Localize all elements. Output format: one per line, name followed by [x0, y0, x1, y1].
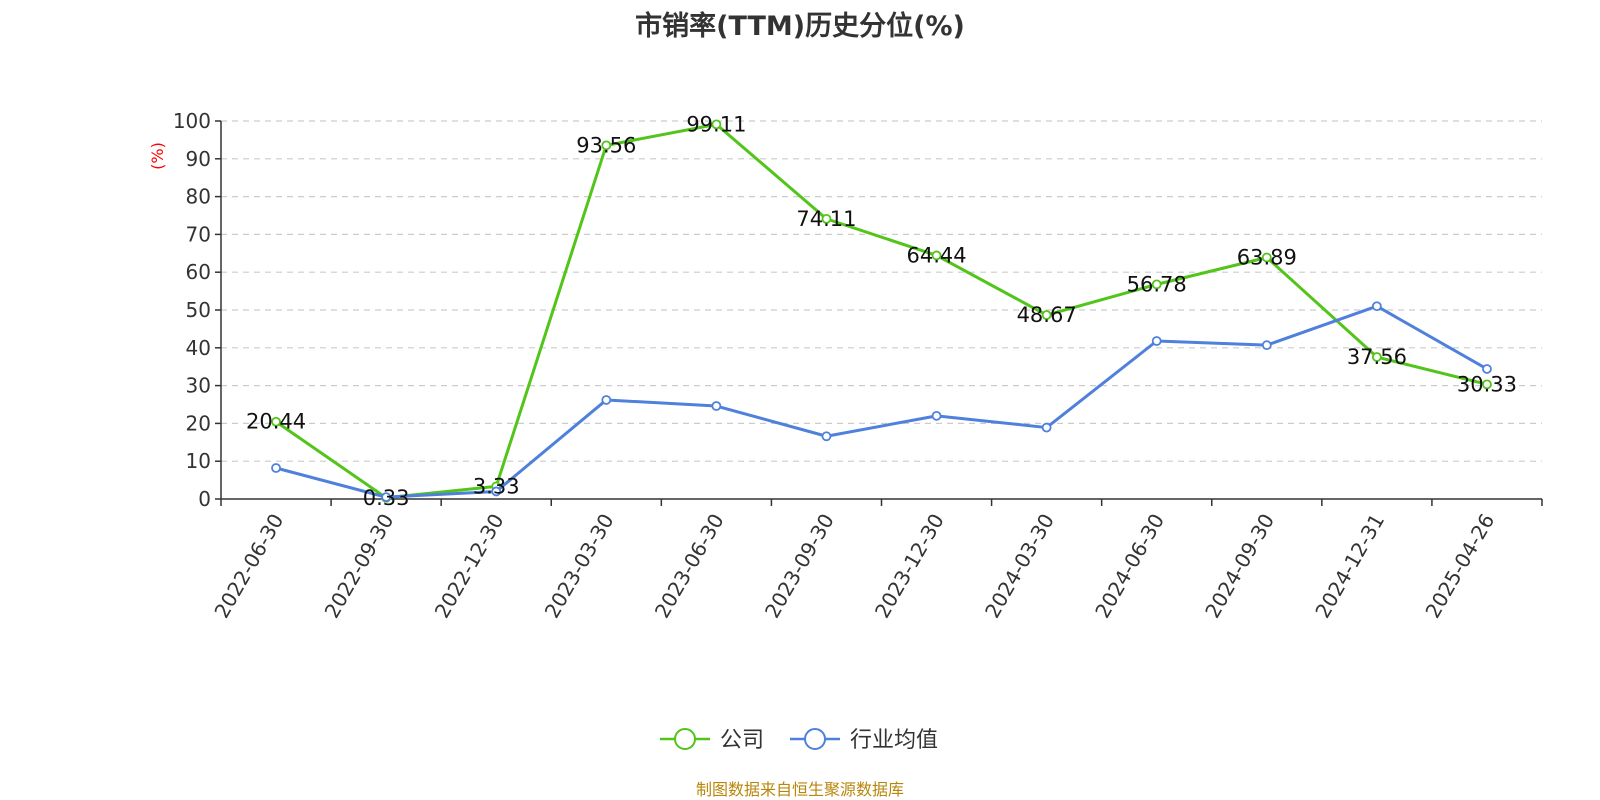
data-label: 3.33: [473, 474, 520, 498]
data-point: [601, 395, 612, 405]
y-tick-label: 100: [173, 109, 211, 133]
x-tick-label: 2024-12-31: [1310, 510, 1389, 623]
x-tick-label: 2025-04-26: [1420, 510, 1499, 623]
x-tick-label: 2022-06-30: [209, 510, 288, 623]
data-label: 56.78: [1127, 272, 1187, 296]
data-label: 20.44: [246, 410, 306, 434]
x-tick-label: 2023-09-30: [760, 510, 839, 623]
data-point: [381, 492, 392, 503]
series-line-1: [275, 304, 1488, 499]
x-tick-label: 2023-03-30: [540, 510, 619, 623]
data-point: [821, 213, 832, 224]
series-line-0: [275, 122, 1488, 500]
x-tick-label: 2024-09-30: [1200, 510, 1279, 623]
data-point: [271, 416, 281, 427]
data-point: [1371, 352, 1382, 362]
x-tick-label: 2023-12-30: [870, 510, 949, 623]
data-point: [271, 463, 281, 473]
data-point: [1371, 301, 1382, 312]
x-tick-label: 2024-06-30: [1090, 510, 1169, 623]
data-label: 63.89: [1237, 245, 1297, 269]
data-point: [1151, 279, 1162, 290]
y-tick-label: 0: [198, 487, 211, 511]
data-label: 74.11: [796, 207, 856, 231]
data-label: 30.33: [1457, 372, 1517, 396]
y-tick-label: 40: [186, 336, 211, 360]
legend-marker: [674, 728, 696, 750]
x-tick-label: 2023-06-30: [650, 510, 729, 623]
legend-marker: [804, 728, 826, 750]
data-label: 93.56: [576, 133, 636, 157]
y-tick-label: 60: [186, 260, 211, 284]
data-point: [1482, 364, 1492, 374]
data-point: [931, 250, 942, 261]
y-tick-label: 30: [186, 374, 211, 398]
y-tick-label: 80: [186, 185, 211, 209]
data-point: [821, 431, 832, 442]
data-point: [1482, 379, 1492, 390]
x-tick-label: 2022-09-30: [320, 510, 399, 623]
y-tick-label: 50: [186, 298, 211, 322]
data-point: [1041, 422, 1052, 433]
source-note: 制图数据来自恒生聚源数据库: [695, 780, 904, 799]
data-label: 64.44: [906, 243, 966, 267]
data-point: [711, 401, 722, 411]
y-tick-label: 70: [186, 222, 211, 246]
x-tick-label: 2022-12-30: [430, 510, 509, 623]
data-point: [1261, 340, 1272, 351]
data-point: [711, 119, 722, 130]
x-tick-label: 2024-03-30: [980, 510, 1059, 623]
data-point: [601, 140, 612, 151]
data-point: [1041, 310, 1052, 320]
data-point: [491, 486, 502, 497]
data-label: 0.33: [363, 486, 410, 510]
data-point: [1261, 252, 1272, 263]
legend-label: 行业均值: [850, 728, 938, 753]
data-point: [931, 410, 942, 421]
data-label: 48.67: [1017, 303, 1077, 327]
chart-title: 市销率(TTM)历史分位(%): [635, 11, 965, 42]
data-point: [1151, 336, 1162, 346]
y-tick-label: 10: [186, 449, 211, 473]
y-axis-label: (%): [148, 142, 167, 170]
y-tick-label: 90: [186, 147, 211, 171]
legend-label: 公司: [720, 728, 764, 753]
data-label: 99.11: [686, 112, 746, 136]
y-tick-label: 20: [186, 411, 211, 435]
data-label: 37.56: [1347, 345, 1407, 369]
